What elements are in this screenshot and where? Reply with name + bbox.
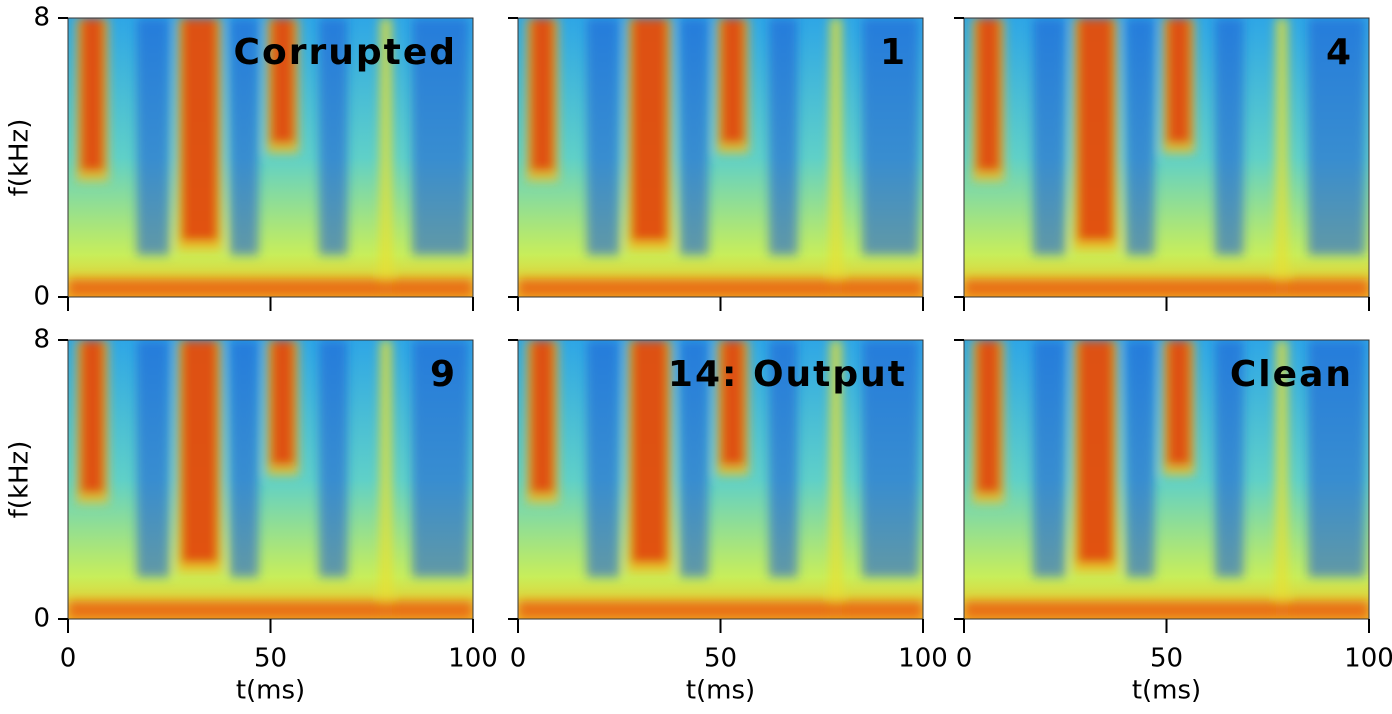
spectrogram: 0 8 f(kHz) Corrupted [5,3,474,312]
low-energy-band [769,340,798,578]
low-energy-band [1126,18,1155,256]
low-energy-band [680,18,709,256]
spectrogram-texture [518,340,923,619]
x-tick-label: 100 [448,644,498,674]
x-tick-label: 50 [254,644,287,674]
low-energy-band [680,340,709,578]
low-frequency-band [518,601,923,619]
high-energy-band [976,18,1001,172]
low-energy-band [1215,18,1244,256]
panel-title: 9 [430,354,457,395]
high-energy-band [270,340,295,466]
spectrogram: 1 [508,17,924,311]
spectrogram-texture [68,340,473,619]
spectrogram: 0 8 0 50 100 t(ms) f(kHz) 9 [5,325,498,706]
low-frequency-band [518,279,923,297]
high-energy-band [530,340,555,494]
low-energy-band [319,18,348,256]
spectrogram: 4 [954,17,1370,311]
high-energy-band [181,18,218,242]
yellow-band [829,18,842,297]
high-energy-band [80,18,105,172]
spectrogram-image [518,18,923,297]
low-energy-band [1032,340,1066,578]
panel-title: Clean [1230,354,1353,395]
spectrogram: 0 50 100 t(ms) 14: Output [508,339,948,706]
high-energy-band [1166,18,1191,144]
high-energy-band [80,340,105,494]
high-energy-band [631,340,668,564]
yellow-band [1275,18,1288,297]
x-tick-label: 100 [898,644,948,674]
panel-title: 1 [880,32,907,73]
low-energy-band [862,340,919,578]
low-energy-band [230,340,259,578]
low-energy-band [1032,18,1066,256]
low-energy-band [412,18,469,256]
low-energy-band [586,340,620,578]
spectrogram-texture [68,18,473,297]
x-tick-label: 0 [60,644,77,674]
yellow-band [1275,340,1288,619]
panel-title: 4 [1326,32,1353,73]
high-energy-band [1077,340,1114,564]
spectrogram-image [68,340,473,619]
low-energy-band [586,18,620,256]
spectrogram-image [68,18,473,297]
x-tick-label: 50 [704,644,737,674]
y-axis-label: f(kHz) [5,441,35,519]
spectrogram: 0 50 100 t(ms) Clean [954,339,1392,706]
low-energy-band [230,18,259,256]
high-energy-band [530,18,555,172]
spectrogram-texture [518,18,923,297]
panel-title: 14: Output [668,354,907,395]
panel-title: Corrupted [234,32,457,73]
low-energy-band [1308,340,1365,578]
x-tick-label: 0 [956,644,973,674]
low-energy-band [1126,340,1155,578]
yellow-band [829,340,842,619]
y-axis-label: f(kHz) [5,119,35,197]
x-axis-label: t(ms) [686,676,755,706]
y-tick-label: 0 [33,282,50,312]
high-energy-band [720,18,745,144]
x-axis-label: t(ms) [1132,676,1201,706]
yellow-band [379,340,392,619]
y-tick-label: 0 [33,604,50,634]
spectrogram-image [964,18,1369,297]
high-energy-band [631,18,668,242]
low-energy-band [319,340,348,578]
high-energy-band [1166,340,1191,466]
high-energy-band [1077,18,1114,242]
spectrogram-texture [964,340,1369,619]
low-energy-band [769,18,798,256]
high-energy-band [181,340,218,564]
y-tick-label: 8 [33,3,50,33]
high-energy-band [270,18,295,144]
low-frequency-band [964,601,1369,619]
yellow-band [379,18,392,297]
x-tick-label: 100 [1344,644,1392,674]
low-energy-band [412,340,469,578]
low-energy-band [1308,18,1365,256]
spectrogram-texture [964,18,1369,297]
spectrogram-image [518,340,923,619]
high-energy-band [976,340,1001,494]
x-axis-label: t(ms) [236,676,305,706]
low-frequency-band [68,279,473,297]
low-frequency-band [68,601,473,619]
low-frequency-band [964,279,1369,297]
x-tick-label: 50 [1150,644,1183,674]
low-energy-band [862,18,919,256]
x-tick-label: 0 [510,644,527,674]
low-energy-band [136,340,170,578]
high-energy-band [720,340,745,466]
low-energy-band [136,18,170,256]
low-energy-band [1215,340,1244,578]
y-tick-label: 8 [33,325,50,355]
spectrogram-image [964,340,1369,619]
